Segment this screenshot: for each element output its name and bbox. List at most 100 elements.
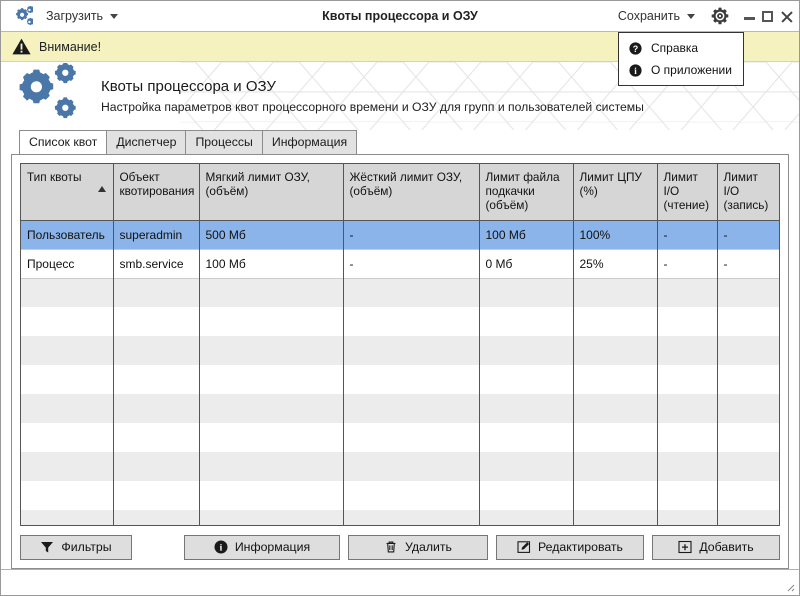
delete-button-label: Удалить [405, 540, 452, 554]
column-header-io-read-limit[interactable]: Лимит I/O (чтение) [657, 164, 718, 221]
column-header-quota-type-label: Тип квоты [27, 170, 82, 184]
chevron-down-icon [687, 13, 695, 19]
tab-processes[interactable]: Процессы [185, 130, 263, 154]
add-button-label: Добавить [699, 540, 754, 554]
title-bar-right: Сохранить [615, 7, 793, 25]
info-circle-icon: i [214, 540, 228, 554]
edit-pencil-icon [517, 540, 531, 554]
filters-button-label: Фильтры [61, 540, 112, 554]
status-bar [1, 569, 799, 595]
page-title: Квоты процессора и ОЗУ [101, 78, 276, 95]
gears-logo-icon [4, 62, 90, 130]
tab-bar: Список квот Диспетчер Процессы Информаци… [1, 130, 799, 154]
add-button[interactable]: Добавить [652, 534, 780, 560]
column-header-soft-ram-limit[interactable]: Мягкий лимит ОЗУ, (объём) [199, 164, 344, 221]
svg-text:?: ? [633, 43, 639, 53]
quota-table: Тип квоты Объект квотирования Мягкий лим… [21, 164, 779, 525]
cell-io-read-limit: - [657, 220, 718, 249]
minimize-icon[interactable] [744, 17, 755, 20]
info-circle-icon: i [629, 63, 642, 77]
page-header-text: Квоты процессора и ОЗУ Настройка парамет… [93, 78, 644, 114]
gear-icon[interactable] [711, 7, 729, 25]
cell-cpu-limit: 100% [573, 220, 658, 249]
column-header-quota-object-label: Объект квотирования [119, 170, 195, 198]
resize-grip-icon[interactable] [782, 579, 795, 592]
warning-text: Внимание! [39, 39, 102, 54]
help-circle-icon: ? [629, 41, 642, 55]
cell-quota-object: superadmin [113, 220, 200, 249]
empty-row [21, 394, 779, 423]
window-controls [744, 10, 793, 23]
column-header-hard-ram-limit-label: Жёсткий лимит ОЗУ, (объём) [349, 170, 463, 198]
column-header-quota-type[interactable]: Тип квоты [21, 164, 114, 221]
info-button[interactable]: i Информация [184, 534, 340, 560]
cell-io-write-limit: - [723, 227, 728, 242]
quota-table-container: Тип квоты Объект квотирования Мягкий лим… [20, 163, 780, 526]
table-body: Пользователь superadmin 500 Мб - 100 Мб … [21, 220, 779, 525]
edit-button-label: Редактировать [538, 540, 623, 554]
load-menu-label: Загрузить [46, 9, 104, 23]
cell-quota-object: smb.service [113, 249, 200, 278]
edit-button[interactable]: Редактировать [496, 534, 644, 560]
delete-button[interactable]: Удалить [348, 534, 488, 560]
trash-icon [384, 540, 398, 554]
empty-row [21, 423, 779, 452]
column-header-io-read-limit-label: Лимит I/O (чтение) [663, 170, 710, 212]
filter-icon [40, 540, 54, 554]
menu-item-help[interactable]: ? Справка [619, 37, 743, 59]
table-row[interactable]: Процесс smb.service 100 Мб - 0 Мб 25% - … [21, 249, 779, 278]
empty-row [21, 452, 779, 481]
column-header-io-write-limit-label: Лимит I/O (запись) [723, 170, 769, 212]
info-button-label: Информация [234, 540, 311, 554]
column-header-cpu-limit-label: Лимит ЦПУ (%) [579, 170, 642, 198]
maximize-icon[interactable] [762, 10, 773, 22]
settings-dropdown-menu: ? Справка i О приложении [618, 32, 744, 86]
menu-item-about-label: О приложении [651, 63, 732, 77]
chevron-down-icon [110, 13, 119, 19]
cell-soft-ram-limit: 500 Мб [199, 220, 344, 249]
cell-swap-limit: 100 Мб [479, 220, 574, 249]
empty-row [21, 278, 779, 307]
cell-io-read-limit: - [657, 249, 718, 278]
cell-cpu-limit: 25% [573, 249, 658, 278]
empty-row [21, 307, 779, 336]
tab-quota-list[interactable]: Список квот [19, 130, 108, 154]
cell-quota-type: Процесс [21, 249, 114, 278]
empty-row [21, 336, 779, 365]
empty-row [21, 510, 779, 525]
save-menu-label: Сохранить [617, 9, 680, 23]
svg-text:i: i [220, 544, 223, 554]
column-header-swap-limit[interactable]: Лимит файла подкачки (объём) [479, 164, 574, 221]
title-bar: Загрузить Квоты процессора и ОЗУ Сохрани… [1, 1, 799, 32]
cell-io-write-limit: - [723, 256, 728, 271]
cell-hard-ram-limit: - [343, 220, 480, 249]
tab-dispatcher[interactable]: Диспетчер [106, 130, 187, 154]
column-header-soft-ram-limit-label: Мягкий лимит ОЗУ, (объём) [205, 170, 310, 198]
cell-hard-ram-limit: - [343, 249, 480, 278]
empty-row [21, 365, 779, 394]
plus-box-icon [678, 540, 692, 554]
filters-button[interactable]: Фильтры [20, 534, 132, 560]
menu-item-help-label: Справка [651, 41, 699, 55]
menu-item-about[interactable]: i О приложении [619, 59, 743, 81]
tab-information[interactable]: Информация [261, 130, 358, 154]
sort-ascending-icon [97, 186, 106, 192]
app-logo [1, 62, 93, 130]
column-header-hard-ram-limit[interactable]: Жёсткий лимит ОЗУ, (объём) [343, 164, 480, 221]
table-row[interactable]: Пользователь superadmin 500 Мб - 100 Мб … [21, 220, 779, 249]
load-menu-button[interactable]: Загрузить [43, 7, 121, 25]
column-header-cpu-limit[interactable]: Лимит ЦПУ (%) [573, 164, 658, 221]
action-button-bar: Фильтры i Информация Удалить [12, 526, 788, 568]
cell-quota-type: Пользователь [21, 220, 114, 249]
table-header-row: Тип квоты Объект квотирования Мягкий лим… [21, 164, 779, 221]
save-menu-button[interactable]: Сохранить [615, 7, 698, 25]
column-header-swap-limit-label: Лимит файла подкачки (объём) [485, 170, 560, 212]
empty-row [21, 481, 779, 510]
warning-triangle-icon [12, 38, 31, 55]
column-header-quota-object[interactable]: Объект квотирования [113, 164, 200, 221]
cell-swap-limit: 0 Мб [479, 249, 574, 278]
column-header-io-write-limit[interactable]: Лимит I/O (запись) [717, 164, 779, 221]
close-icon[interactable] [780, 10, 793, 23]
vertical-scrollbar[interactable] [779, 164, 780, 525]
